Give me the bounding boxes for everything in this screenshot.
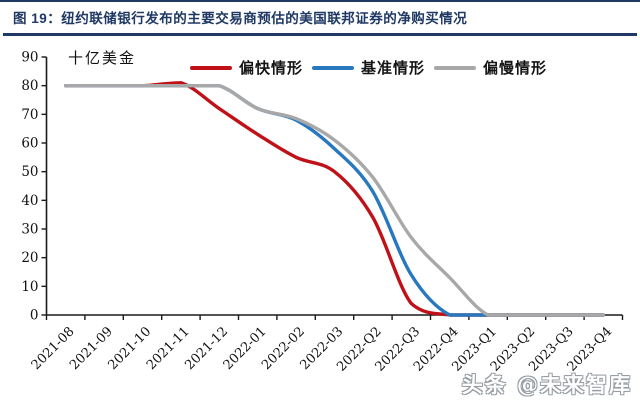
chart-area: 0 10 20 30 40 50 60 70 80 90 2021-08 2021-09 2021-10… [0, 36, 640, 403]
legend-line-swatch-base [312, 65, 355, 70]
title-rule [3, 33, 637, 36]
watermark: 头条 @未来智库 [461, 372, 632, 397]
figure-title: 图 19：纽约联储银行发布的主要交易商预估的美国联邦证券的净购买情况 [13, 11, 468, 26]
y-tick-label: 60 [21, 136, 38, 152]
y-tick-label: 70 [21, 107, 38, 123]
series-line-base [64, 83, 605, 317]
y-axis-unit-label: 十亿美金 [68, 49, 137, 67]
y-tick-label: 50 [21, 164, 38, 180]
axis-line [45, 57, 623, 316]
y-tick-label: 10 [21, 279, 38, 295]
line-chart: 01020304050607080902021-082021-092021-10… [21, 50, 624, 375]
series-line-fast [64, 81, 605, 317]
y-tick-label: 90 [21, 50, 38, 66]
y-tick-label: 0 [30, 308, 39, 324]
legend-label-base: 基准情形 [361, 59, 426, 77]
legend-item-fast: 偏快情形 [190, 57, 303, 78]
y-tick-label: 30 [21, 222, 38, 238]
y-tick-label: 20 [21, 250, 38, 266]
series-line-slow [64, 83, 605, 317]
legend-item-base: 基准情形 [312, 57, 425, 78]
legend-line-swatch-fast [190, 65, 232, 70]
legend-item-slow: 偏慢情形 [434, 57, 547, 78]
legend-label-fast: 偏快情形 [239, 59, 304, 77]
title-rule-top [0, 0, 640, 2]
chart-legend: 偏快情形 基准情形 偏慢情形 [190, 57, 547, 78]
legend-line-swatch-slow [434, 65, 477, 70]
y-tick-label: 40 [21, 193, 38, 209]
y-tick-label: 80 [21, 78, 38, 94]
legend-label-slow: 偏慢情形 [483, 59, 548, 77]
